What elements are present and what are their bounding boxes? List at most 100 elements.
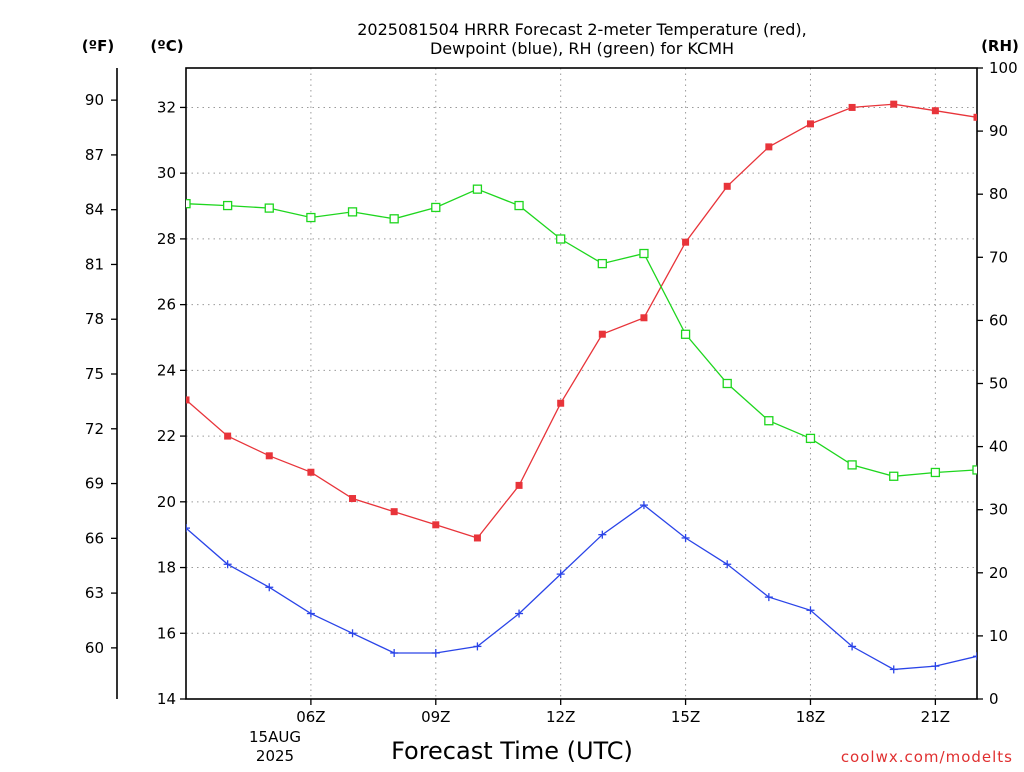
temperature-point — [640, 314, 648, 322]
temperature-point — [390, 508, 398, 516]
dewpoint-point — [556, 570, 565, 579]
temperature-point — [349, 495, 357, 503]
temperature-point — [557, 399, 565, 407]
temperature-point — [682, 238, 690, 246]
rh-tick-label: 90 — [989, 122, 1008, 140]
dewpoint-series-line — [186, 504, 977, 671]
dewpoint-point — [806, 606, 815, 615]
rh-tick-label: 80 — [989, 185, 1008, 203]
celsius-tick-label: 22 — [157, 427, 176, 445]
rh-point — [722, 378, 732, 389]
rh-point — [597, 258, 607, 269]
x-tick-label: 21Z — [921, 708, 950, 726]
fahrenheit-tick-label: 84 — [85, 201, 104, 219]
rh-point — [805, 433, 816, 444]
fahrenheit-tick-label: 63 — [85, 584, 104, 602]
fahrenheit-tick-label: 75 — [85, 365, 104, 383]
fahrenheit-tick-label: 72 — [85, 420, 104, 438]
dewpoint-point — [639, 501, 648, 510]
celsius-tick-label: 24 — [157, 361, 176, 379]
fahrenheit-tick-label: 78 — [85, 310, 104, 328]
rh-point — [264, 203, 274, 213]
rh-point — [556, 234, 566, 244]
x-tick-label: 12Z — [546, 708, 575, 726]
rh-point — [680, 329, 691, 339]
rh-point — [764, 416, 774, 426]
x-tick-label: 06Z — [296, 708, 325, 726]
rh-tick-label: 70 — [989, 248, 1008, 266]
fahrenheit-tick-label: 66 — [85, 529, 104, 547]
dewpoint-point — [723, 560, 732, 569]
celsius-tick-label: 16 — [157, 624, 176, 642]
temperature-series-line — [186, 103, 977, 539]
x-tick-label: 18Z — [796, 708, 825, 726]
temperature-point — [806, 120, 814, 128]
temperature-point — [890, 100, 898, 108]
dewpoint-point — [681, 533, 690, 542]
rh-point — [347, 207, 358, 217]
fahrenheit-tick-label: 87 — [85, 146, 104, 164]
dewpoint-point — [306, 609, 315, 618]
fahrenheit-unit-label: (ºF) — [82, 37, 114, 55]
fahrenheit-tick-label: 60 — [85, 639, 104, 657]
x-tick-label: 09Z — [421, 708, 450, 726]
celsius-tick-label: 30 — [157, 164, 176, 182]
dewpoint-point — [931, 662, 940, 671]
dewpoint-point — [186, 524, 190, 533]
dewpoint-point — [889, 665, 898, 674]
temperature-point — [723, 182, 731, 190]
temperature-point — [765, 143, 773, 151]
celsius-tick-label: 14 — [157, 690, 176, 708]
rh-tick-label: 10 — [989, 627, 1008, 645]
rh-unit-label: (RH) — [981, 37, 1019, 55]
chart-title-line1: 2025081504 HRRR Forecast 2-meter Tempera… — [357, 20, 807, 39]
rh-point — [639, 248, 649, 259]
rh-series-line — [186, 188, 977, 477]
grid-lines — [186, 68, 977, 699]
celsius-unit-label: (ºC) — [150, 37, 183, 55]
celsius-tick-label: 20 — [157, 493, 176, 511]
rh-point — [847, 460, 857, 470]
rh-tick-label: 30 — [989, 501, 1008, 519]
dewpoint-point — [515, 609, 524, 618]
rh-point — [472, 184, 483, 194]
x-axis-title: Forecast Time (UTC) — [391, 737, 633, 765]
date-label-day: 15AUG — [249, 728, 301, 746]
temperature-point — [186, 396, 190, 404]
plot-series-group — [186, 100, 977, 674]
rh-point — [972, 465, 977, 475]
temperature-point — [307, 468, 315, 476]
temperature-point — [224, 432, 232, 440]
rh-tick-label: 20 — [989, 564, 1008, 582]
rh-tick-label: 100 — [989, 59, 1018, 77]
credit-label: coolwx.com/modelts — [841, 748, 1013, 766]
rh-point — [930, 467, 941, 478]
dewpoint-point — [848, 642, 857, 651]
temperature-point — [931, 107, 939, 115]
fahrenheit-tick-label: 81 — [85, 255, 104, 273]
dewpoint-point — [473, 642, 482, 651]
temperature-point — [598, 330, 606, 338]
dewpoint-point — [431, 648, 440, 657]
temperature-point — [848, 103, 856, 111]
rh-tick-label: 50 — [989, 375, 1008, 393]
temperature-point — [473, 534, 481, 542]
rh-point — [431, 202, 441, 213]
celsius-tick-label: 18 — [157, 559, 176, 577]
dewpoint-point — [598, 530, 607, 539]
celsius-tick-label: 32 — [157, 98, 176, 116]
rh-point — [889, 471, 899, 481]
dewpoint-point — [764, 593, 773, 602]
dewpoint-point — [223, 560, 232, 569]
date-label-year: 2025 — [256, 747, 294, 765]
plot-frame — [185, 67, 978, 700]
temperature-point — [432, 521, 440, 529]
celsius-tick-label: 26 — [157, 296, 176, 314]
celsius-tick-label: 28 — [157, 230, 176, 248]
temperature-point — [973, 113, 977, 121]
rh-tick-label: 40 — [989, 438, 1008, 456]
dewpoint-point — [390, 648, 399, 657]
rh-point — [222, 200, 233, 211]
